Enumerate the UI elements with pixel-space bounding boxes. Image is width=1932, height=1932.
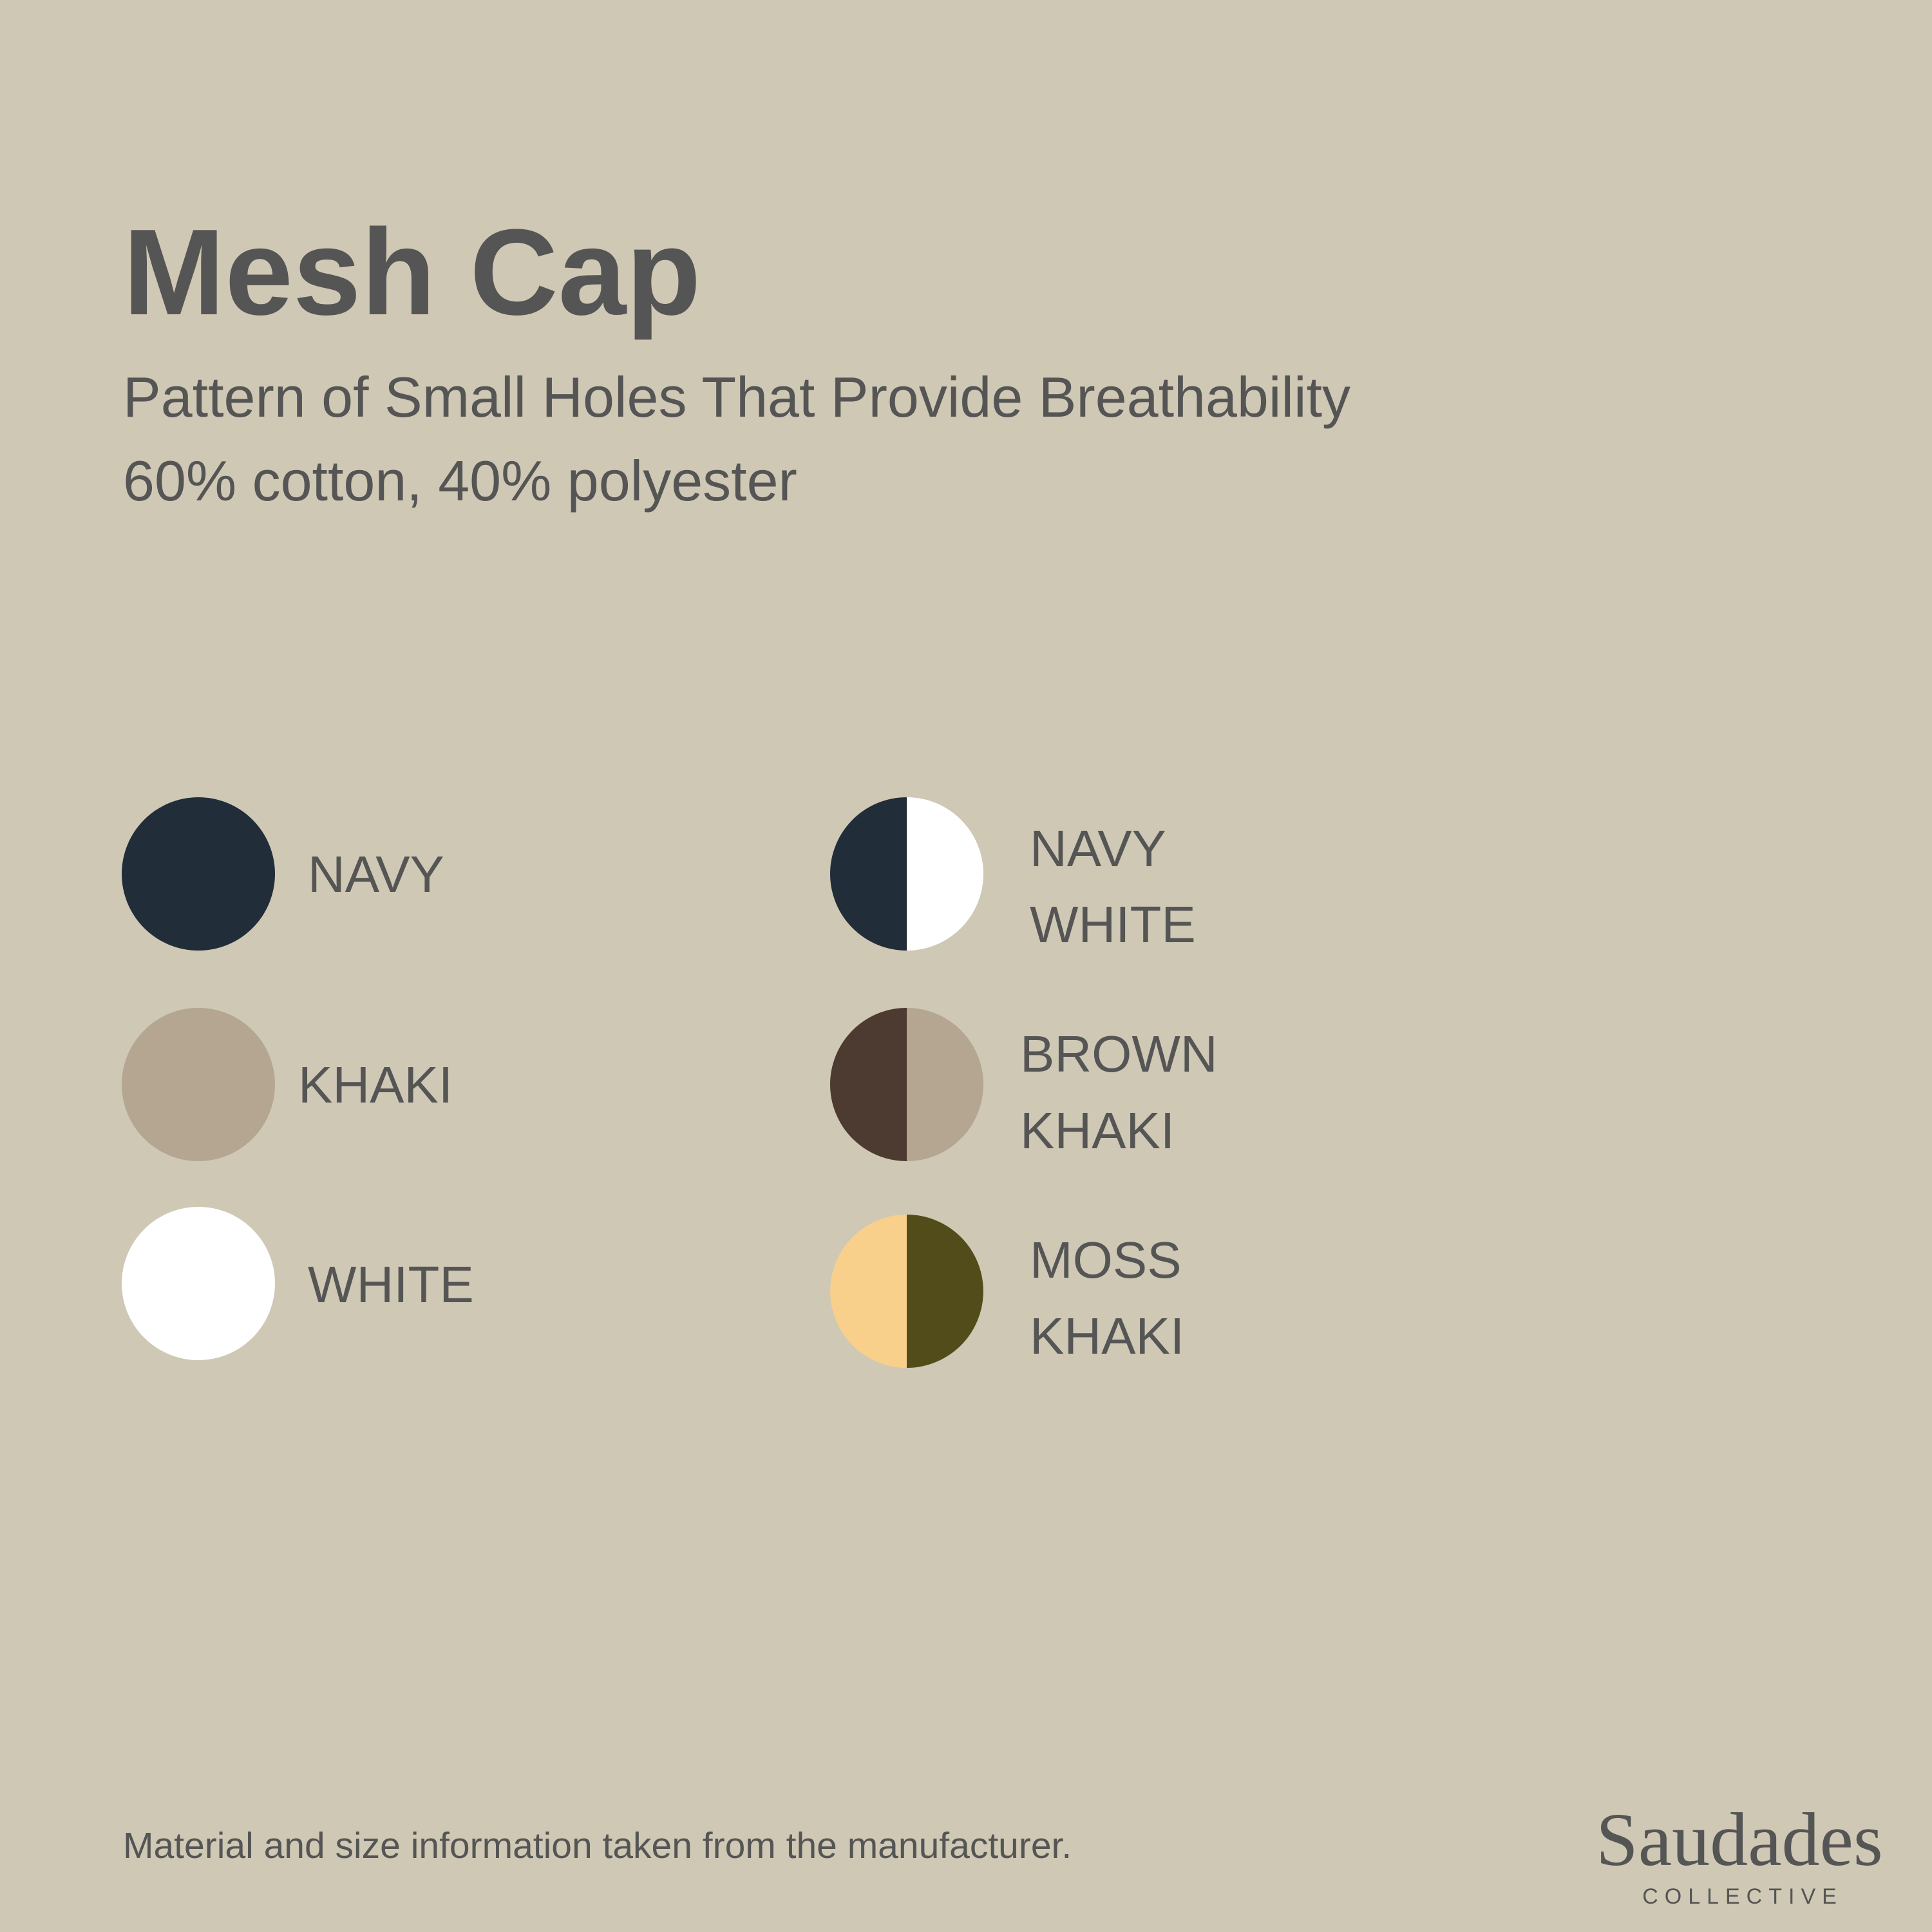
- color-label: BROWN: [1020, 1025, 1218, 1083]
- color-label: KHAKI: [1030, 1307, 1184, 1365]
- material: 60% cotton, 40% polyester: [123, 449, 797, 513]
- subtitle: Pattern of Small Holes That Provide Brea…: [123, 365, 1350, 429]
- color-label: NAVY: [308, 846, 444, 903]
- swatch: [830, 1008, 983, 1161]
- swatch: [122, 1207, 275, 1360]
- color-label: MOSS: [1030, 1231, 1182, 1289]
- brand: Saudades: [1596, 1797, 1883, 1882]
- footnote: Material and size information taken from…: [123, 1825, 1072, 1866]
- swatch: [830, 1215, 983, 1368]
- swatch: [122, 797, 275, 951]
- brand-tagline: COLLECTIVE: [1642, 1884, 1843, 1909]
- color-label: KHAKI: [1020, 1102, 1175, 1159]
- color-label: WHITE: [308, 1256, 474, 1313]
- title: Mesh Cap: [123, 204, 701, 341]
- color-label: KHAKI: [298, 1056, 453, 1113]
- color-label: WHITE: [1030, 896, 1196, 953]
- swatch: [830, 797, 983, 951]
- color-label: NAVY: [1030, 820, 1166, 877]
- swatch: [122, 1008, 275, 1161]
